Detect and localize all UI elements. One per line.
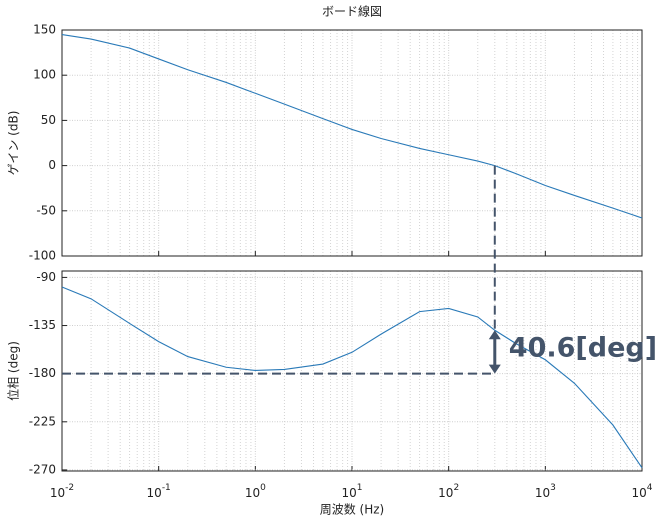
y-tick-label: -180 [29, 366, 56, 380]
y-tick-label: 150 [33, 23, 56, 37]
margin-label: 40.6[deg] [509, 332, 657, 363]
y-tick-label: -225 [29, 414, 56, 428]
tick-base: 10 [341, 486, 356, 500]
arrow-head [488, 364, 501, 374]
tick-exponent: 2 [453, 483, 459, 493]
x-tick-label: 103 [535, 483, 556, 500]
y-axis-label: 位相 (deg) [6, 341, 21, 401]
tick-exponent: 3 [550, 483, 556, 493]
tick-base: 10 [50, 486, 65, 500]
plot-frame [61, 270, 643, 472]
x-tick-label: 104 [631, 483, 652, 500]
x-tick-label: 10-1 [147, 483, 171, 500]
plot-frame [61, 29, 643, 257]
y-tick-label: -135 [29, 318, 56, 332]
y-tick-label: -100 [29, 249, 56, 263]
y-tick-label: 0 [48, 158, 56, 172]
y-tick-label: 50 [41, 113, 56, 127]
tick-base: 10 [535, 486, 550, 500]
x-axis-label: 周波数 (Hz) [320, 502, 385, 517]
tick-base: 10 [147, 486, 162, 500]
tick-exponent: 1 [357, 483, 363, 493]
y-tick-label: -270 [29, 462, 56, 476]
tick-base: 10 [438, 486, 453, 500]
chart-title: ボード線図 [322, 4, 382, 19]
tick-exponent: 0 [260, 483, 266, 493]
x-tick-label: 102 [438, 483, 459, 500]
data-line [61, 33, 643, 219]
data-line [61, 286, 643, 469]
x-tick-label: 100 [245, 483, 266, 500]
tick-base: 10 [245, 486, 260, 500]
tick-exponent: 4 [647, 483, 653, 493]
x-tick-label: 101 [341, 483, 362, 500]
x-tick-label: 10-2 [50, 483, 74, 500]
y-axis-label: ゲイン (dB) [7, 111, 21, 176]
y-tick-label: -90 [36, 270, 56, 284]
tick-base: 10 [631, 486, 646, 500]
tick-exponent: -2 [65, 483, 74, 493]
tick-exponent: -1 [162, 483, 171, 493]
y-tick-label: -50 [36, 203, 56, 217]
y-tick-label: 100 [33, 68, 56, 82]
arrow-head [488, 330, 501, 340]
